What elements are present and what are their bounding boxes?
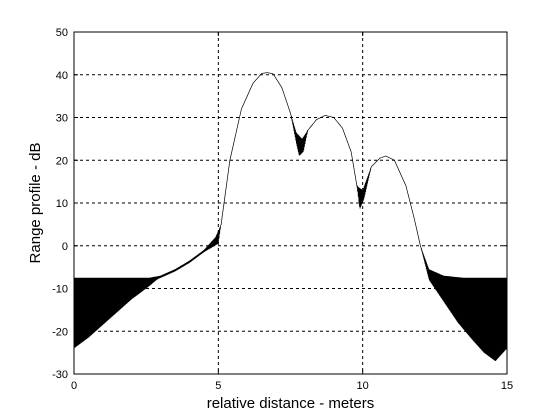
x-tick-label: 15 [501,380,513,392]
range-profile-line [73,72,508,362]
y-axis-title: Range profile - dB [27,143,44,264]
range-profile-trace [73,72,508,362]
y-tick-label: 30 [56,113,68,125]
y-tick-label: 20 [56,155,68,167]
y-tick-label: -10 [52,284,68,296]
x-tick-label: 0 [71,380,77,392]
y-tick-label: 0 [62,241,68,253]
y-tick-label: 10 [56,198,68,210]
grid-lines [74,32,507,374]
x-tick-label: 10 [357,380,369,392]
y-tick-label: -20 [52,326,68,338]
axis-ticks: 0 5 10 15 -30 -20 -10 0 10 20 30 40 50 [52,27,513,392]
x-tick-label: 5 [215,380,221,392]
y-tick-label: -30 [52,369,68,381]
x-axis-title: relative distance - meters [207,395,375,412]
y-tick-label: 50 [56,27,68,39]
y-tick-label: 40 [56,70,68,82]
